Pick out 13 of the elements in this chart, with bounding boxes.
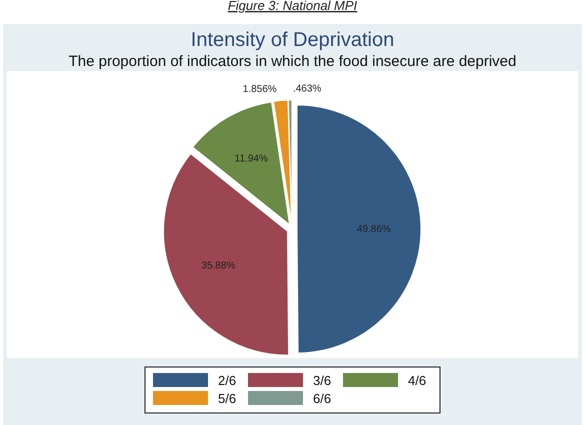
legend-label: 5/6	[218, 391, 236, 406]
chart-title: Intensity of Deprivation	[190, 29, 394, 51]
data-label: .463%	[292, 84, 322, 95]
data-label: 35.88%	[201, 260, 236, 272]
legend-label: 3/6	[313, 373, 332, 388]
legend-label: 6/6	[313, 391, 332, 406]
chart-subtitle: The proportion of indicators in which the food insecure are deprived	[68, 53, 516, 70]
legend-label: 2/6	[218, 373, 236, 388]
legend-label: 4/6	[408, 373, 426, 388]
data-label: 11.94%	[234, 153, 268, 164]
caption: Figure 3: National MPI	[228, 0, 358, 13]
data-label: 49.86%	[356, 224, 391, 236]
data-label: 1.856%	[242, 84, 277, 96]
